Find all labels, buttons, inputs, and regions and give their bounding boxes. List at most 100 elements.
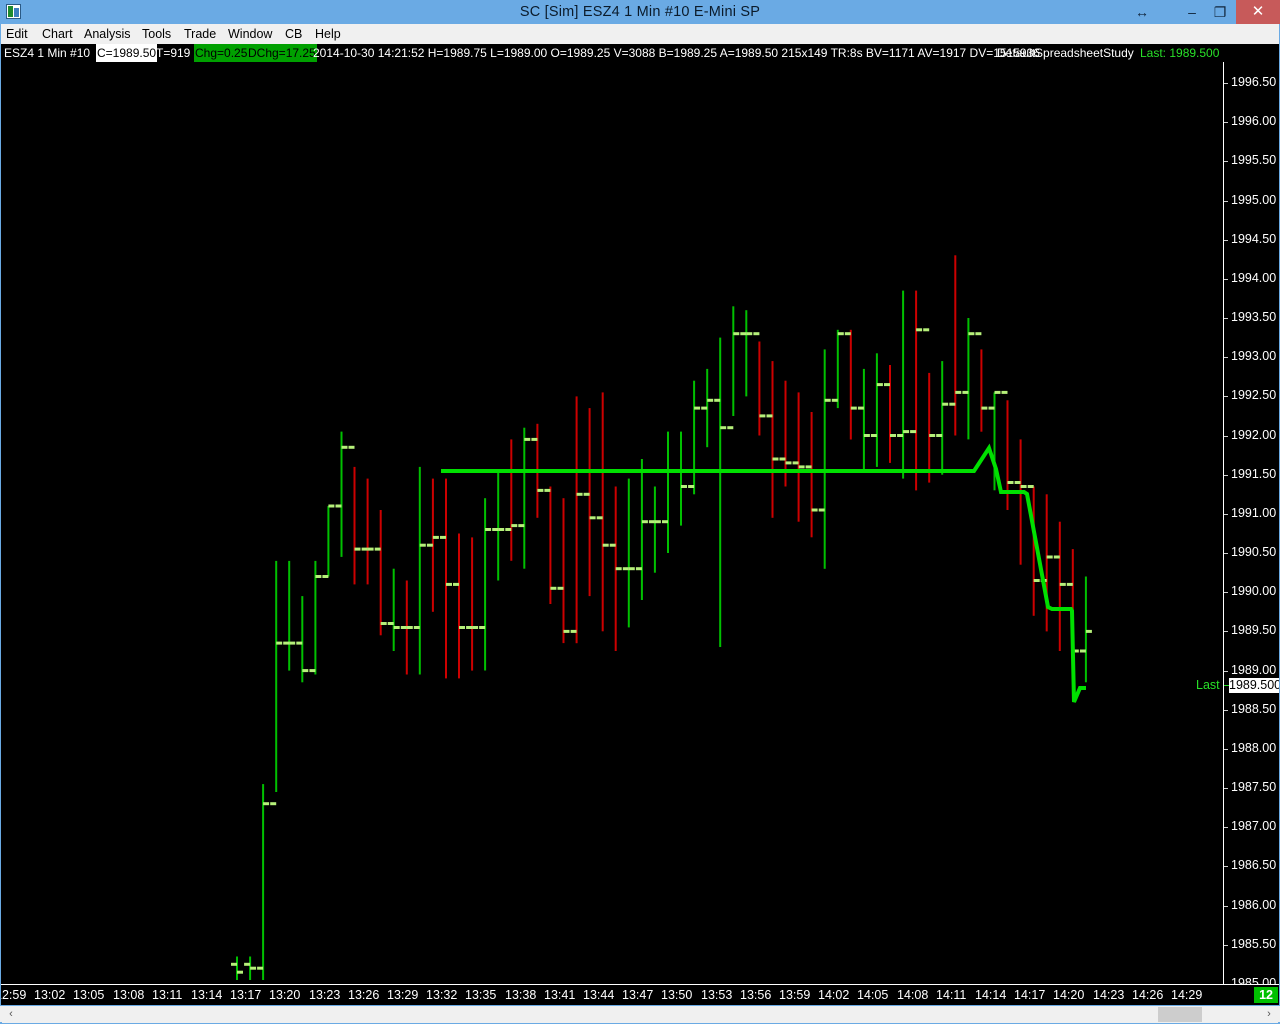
price-label: 1991.50 (1231, 467, 1277, 481)
ohlc-bar (923, 328, 936, 483)
minimize-button[interactable]: – (1188, 4, 1196, 20)
time-label: 13:32 (426, 988, 458, 1002)
price-label: 1993.50 (1231, 310, 1277, 324)
title-bar: SC [Sim] ESZ4 1 Min #10 E-Mini SP ↔ – ❐ … (0, 0, 1280, 24)
ohlc-bar (622, 478, 635, 628)
window-title: SC [Sim] ESZ4 1 Min #10 E-Mini SP (519, 4, 761, 20)
time-label: 13:05 (73, 988, 105, 1002)
price-label: 1993.00 (1231, 349, 1277, 363)
price-tick (1224, 279, 1228, 280)
menu-item-help[interactable]: Help (315, 27, 341, 41)
sierra-chart-icon (6, 4, 21, 19)
scroll-left-icon[interactable]: ‹ (2, 1006, 20, 1023)
price-tick (1224, 436, 1228, 437)
time-label: 13:41 (544, 988, 576, 1002)
scroll-right-icon[interactable]: › (1260, 1006, 1278, 1023)
price-label: 1990.50 (1231, 545, 1277, 559)
ohlc-bar (1001, 390, 1014, 510)
price-label: 1987.50 (1231, 780, 1277, 794)
info-field-0: ESZ4 1 Min #10 (4, 46, 91, 60)
time-label: 14:26 (1132, 988, 1164, 1002)
time-label: 13:23 (309, 988, 341, 1002)
ohlc-bar (440, 478, 452, 679)
time-label: 13:35 (465, 988, 497, 1002)
ohlc-bar (231, 956, 243, 980)
time-label: 13:56 (740, 988, 772, 1002)
time-label: 13:14 (191, 988, 223, 1002)
price-label: 1992.50 (1231, 388, 1277, 402)
ohlc-bar (1079, 576, 1092, 683)
time-scale-axis[interactable]: 12 12:59 13:02 13:05 13:08 13:11 13:14 13:17 13… (0, 984, 1280, 1006)
bar-count-badge: 12 (1254, 987, 1278, 1003)
ohlc-bar (583, 408, 596, 597)
price-tick (1224, 396, 1228, 397)
menu-item-chart[interactable]: Chart (42, 27, 73, 41)
price-tick (1224, 318, 1228, 319)
price-label: 1990.00 (1231, 584, 1277, 598)
menu-item-tools[interactable]: Tools (142, 27, 172, 41)
ohlc-bar (949, 255, 962, 436)
ohlc-bar (714, 337, 727, 647)
scrollbar-track[interactable] (20, 1006, 1260, 1023)
ohlc-bar (335, 431, 348, 557)
price-label: 1989.50 (1231, 623, 1277, 637)
price-tick (1224, 240, 1228, 241)
ohlc-bar (844, 329, 857, 440)
last-price-label: Last (1196, 678, 1220, 692)
ohlc-bar (283, 560, 296, 671)
ohlc-bar (766, 361, 779, 518)
price-plot[interactable] (1, 62, 1222, 984)
price-label: 1996.00 (1231, 114, 1277, 128)
ohlc-bar (348, 445, 361, 585)
time-label: 14:17 (1014, 988, 1046, 1002)
info-field-6: DefaultSpreadsheetStudy (997, 46, 1134, 60)
price-tick (1224, 201, 1228, 202)
ohlc-bar (518, 427, 531, 569)
time-label: 14:05 (857, 988, 889, 1002)
scrollbar-thumb[interactable] (1158, 1007, 1202, 1022)
ohlc-bar (675, 431, 687, 526)
ohlc-bar (740, 310, 753, 397)
ohlc-bar (727, 306, 740, 430)
ohlc-bar (244, 956, 257, 980)
menu-item-edit[interactable]: Edit (6, 27, 28, 41)
price-label: 1985.50 (1231, 937, 1277, 951)
ohlc-bar (688, 380, 701, 495)
last-price-box: 1989.500 (1229, 678, 1280, 693)
restore-all-icon[interactable]: ↔ (1135, 4, 1149, 20)
time-label: 13:50 (661, 988, 693, 1002)
ohlc-bar (557, 498, 570, 644)
ohlc-bar (374, 510, 387, 636)
ohlc-bar (309, 560, 322, 675)
last-price-tick (1224, 685, 1229, 686)
ohlc-bar (361, 478, 374, 585)
chart-info-bar: ESZ4 1 Min #10 C=1989.50 T=919 Chg=0.25 DChg… (0, 44, 1280, 62)
price-label: 1988.50 (1231, 702, 1277, 716)
price-tick (1224, 161, 1228, 162)
info-field-2: T=919 (156, 46, 191, 60)
menu-item-window[interactable]: Window (228, 27, 273, 41)
horizontal-scrollbar[interactable]: ‹ › (0, 1005, 1280, 1024)
menu-item-analysis[interactable]: Analysis (84, 27, 131, 41)
info-field-7: Last: 1989.500 (1140, 46, 1220, 60)
info-field-1: C=1989.50 (96, 44, 158, 62)
time-label: 13:59 (779, 988, 811, 1002)
maximize-button[interactable]: ❐ (1213, 4, 1227, 20)
close-button[interactable]: ✕ (1236, 0, 1280, 24)
price-label: 1994.00 (1231, 271, 1277, 285)
price-tick (1224, 788, 1228, 789)
ohlc-bar (596, 392, 609, 632)
ohlc-bar (962, 318, 975, 440)
ohlc-bar (1027, 485, 1040, 616)
price-scale-axis[interactable]: 1996.50 1996.00 1995.50 1995.00 1994.50 1994.… (1196, 62, 1280, 990)
menu-item-cb[interactable]: CB (285, 27, 303, 41)
ohlc-bar (779, 380, 792, 487)
price-label: 1988.00 (1231, 741, 1277, 755)
price-tick (1224, 83, 1228, 84)
ohlc-bar (400, 580, 413, 675)
menu-item-trade[interactable]: Trade (184, 27, 217, 41)
ohlc-bar (544, 486, 557, 604)
price-tick (1224, 945, 1228, 946)
time-label: 12:59 (0, 988, 27, 1002)
